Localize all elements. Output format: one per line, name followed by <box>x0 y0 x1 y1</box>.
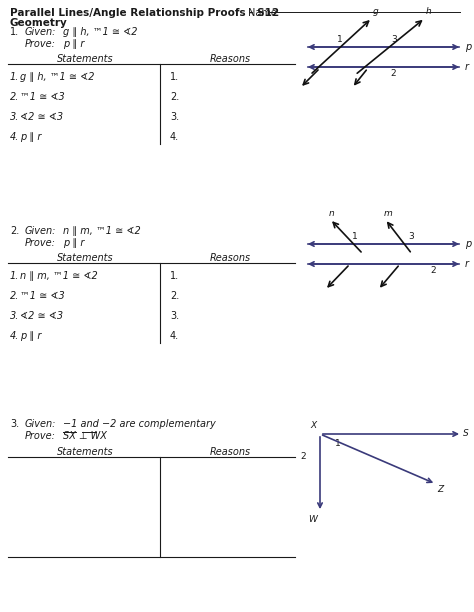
Text: Given:: Given: <box>25 226 56 236</box>
Text: g ∥ h, ™1 ≅ ∢2: g ∥ h, ™1 ≅ ∢2 <box>20 72 94 82</box>
Text: p ∥ r: p ∥ r <box>63 39 84 49</box>
Text: ∢2 ≅ ∢3: ∢2 ≅ ∢3 <box>20 311 63 321</box>
Text: 1.: 1. <box>10 72 19 82</box>
Text: n ∥ m, ™1 ≅ ∢2: n ∥ m, ™1 ≅ ∢2 <box>63 226 141 236</box>
Text: g: g <box>373 7 379 16</box>
Text: 1.: 1. <box>10 271 19 281</box>
Text: 1: 1 <box>335 439 341 448</box>
Text: 2: 2 <box>301 452 306 461</box>
Text: ∢2 ≅ ∢3: ∢2 ≅ ∢3 <box>20 112 63 122</box>
Text: n ∥ m, ™1 ≅ ∢2: n ∥ m, ™1 ≅ ∢2 <box>20 271 98 281</box>
Text: ™1 ≅ ∢3: ™1 ≅ ∢3 <box>20 92 65 102</box>
Text: ™1 ≅ ∢3: ™1 ≅ ∢3 <box>20 291 65 301</box>
Text: 1.: 1. <box>170 72 179 82</box>
Text: 3: 3 <box>391 35 397 44</box>
Text: 2: 2 <box>390 69 396 78</box>
Text: r: r <box>465 259 469 269</box>
Text: Statements: Statements <box>57 54 113 64</box>
Text: m: m <box>384 209 393 218</box>
Text: 3.: 3. <box>10 112 19 122</box>
Text: Statements: Statements <box>57 253 113 263</box>
Text: 2.: 2. <box>170 92 179 102</box>
Text: −1 and −2 are complementary: −1 and −2 are complementary <box>63 419 216 429</box>
Text: 2.: 2. <box>10 92 19 102</box>
Text: h: h <box>426 7 432 16</box>
Text: Prove:: Prove: <box>25 431 56 441</box>
Text: g ∥ h, ™1 ≅ ∢2: g ∥ h, ™1 ≅ ∢2 <box>63 27 137 37</box>
Text: 1.: 1. <box>170 271 179 281</box>
Text: 2: 2 <box>430 266 436 275</box>
Text: X: X <box>311 421 317 430</box>
Text: 2.: 2. <box>170 291 179 301</box>
Text: 3.: 3. <box>170 112 179 122</box>
Text: 2.: 2. <box>10 226 19 236</box>
Text: Reasons: Reasons <box>210 253 251 263</box>
Text: 3.: 3. <box>10 419 19 429</box>
Text: p: p <box>465 42 471 52</box>
Text: 1: 1 <box>352 232 358 241</box>
Text: Geometry: Geometry <box>10 18 68 28</box>
Text: p ∥ r: p ∥ r <box>20 132 41 142</box>
Text: Name: Name <box>248 8 277 18</box>
Text: Parallel Lines/Angle Relationship Proofs - S12: Parallel Lines/Angle Relationship Proofs… <box>10 8 279 18</box>
Text: S: S <box>463 430 469 439</box>
Text: 4.: 4. <box>10 132 19 142</box>
Text: 4.: 4. <box>10 331 19 341</box>
Text: Statements: Statements <box>57 447 113 457</box>
Text: Z: Z <box>437 485 443 494</box>
Text: SX ⊥ WX: SX ⊥ WX <box>63 431 107 441</box>
Text: Given:: Given: <box>25 419 56 429</box>
Text: p: p <box>465 239 471 249</box>
Text: p ∥ r: p ∥ r <box>20 331 41 341</box>
Text: r: r <box>465 62 469 72</box>
Text: n: n <box>329 209 335 218</box>
Text: Prove:: Prove: <box>25 238 56 248</box>
Text: 3.: 3. <box>10 311 19 321</box>
Text: 1.: 1. <box>10 27 19 37</box>
Text: Reasons: Reasons <box>210 54 251 64</box>
Text: 4.: 4. <box>170 331 179 341</box>
Text: 2.: 2. <box>10 291 19 301</box>
Text: Reasons: Reasons <box>210 447 251 457</box>
Text: Prove:: Prove: <box>25 39 56 49</box>
Text: 1: 1 <box>337 35 343 44</box>
Text: Given:: Given: <box>25 27 56 37</box>
Text: 4.: 4. <box>170 132 179 142</box>
Text: W: W <box>308 515 317 524</box>
Text: 3: 3 <box>408 232 414 241</box>
Text: p ∥ r: p ∥ r <box>63 238 84 248</box>
Text: 3.: 3. <box>170 311 179 321</box>
